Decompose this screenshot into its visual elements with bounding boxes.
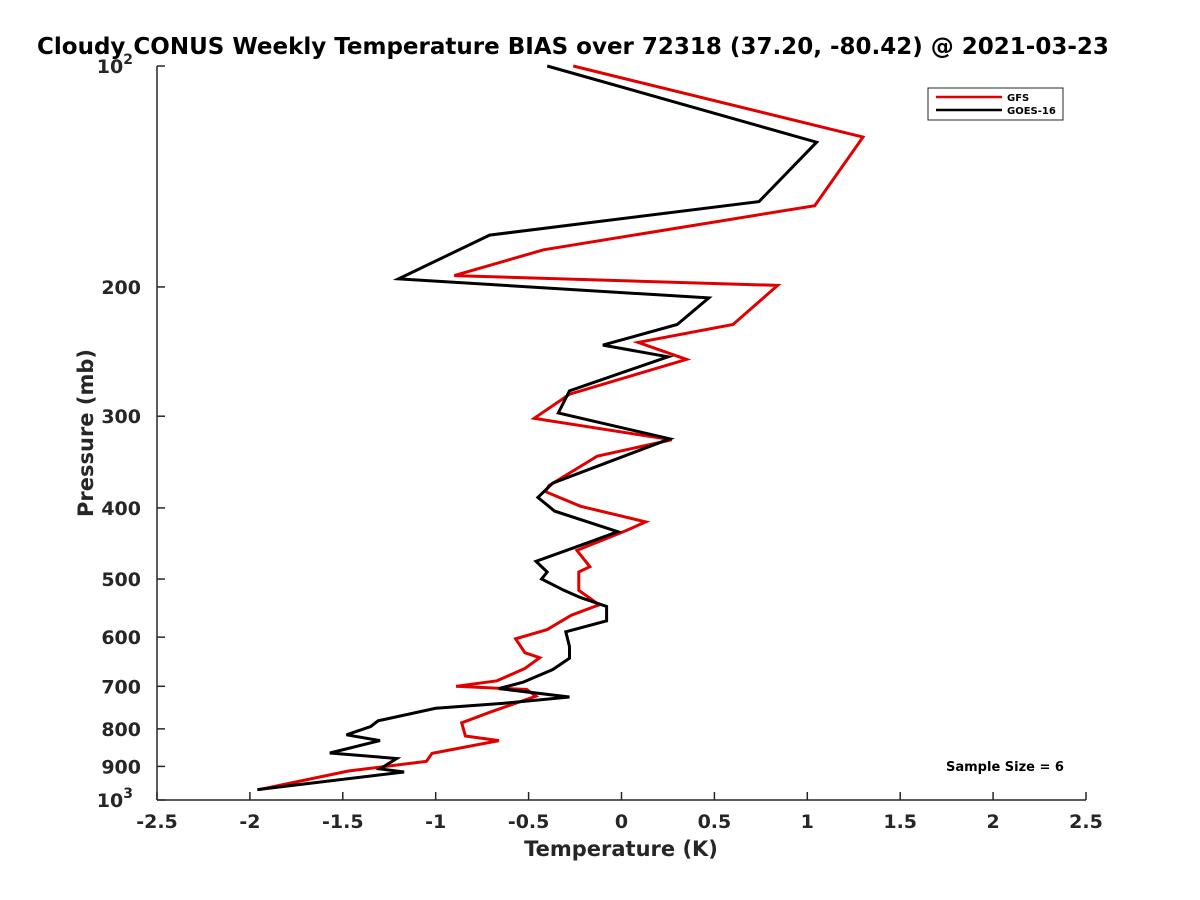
x-ticks: -2.5 -2 -1.5 -1 -0.5 0 0.5 1 1.5 2 2.5 xyxy=(136,792,1103,833)
series-layer xyxy=(257,64,866,792)
legend-label-goes16: GOES-16 xyxy=(1007,106,1056,117)
x-tick-label: 1.5 xyxy=(883,811,917,833)
x-tick-label: -1.5 xyxy=(322,811,364,833)
x-tick-label: 1 xyxy=(801,811,814,833)
y-tick-label: 500 xyxy=(101,569,141,591)
x-tick-label: 2 xyxy=(986,811,999,833)
x-tick-label: -0.5 xyxy=(508,811,550,833)
series-line-goes16 xyxy=(257,64,820,792)
x-tick-label: -2 xyxy=(239,811,260,833)
legend-label-gfs: GFS xyxy=(1007,93,1029,104)
y-tick-label: 102 xyxy=(97,52,133,78)
y-tick-label: 600 xyxy=(101,627,141,649)
y-tick-label: 700 xyxy=(101,676,141,698)
x-tick-label: -1 xyxy=(425,811,446,833)
sample-size-annotation: Sample Size = 6 xyxy=(946,760,1064,775)
y-tick-label: 800 xyxy=(101,719,141,741)
legend-box xyxy=(927,87,1064,121)
y-tick-label: 900 xyxy=(101,756,141,778)
y-ticks: 102 200 300 400 500 600 700 800 900 103 xyxy=(97,52,165,812)
x-tick-label: 0 xyxy=(615,811,628,833)
y-tick-label: 103 xyxy=(97,786,133,812)
x-tick-label: -2.5 xyxy=(136,811,178,833)
y-tick-label: 400 xyxy=(101,498,141,520)
y-axis-label: Pressure (mb) xyxy=(74,349,98,517)
series-line-gfs xyxy=(258,64,866,792)
chart-title: Cloudy CONUS Weekly Temperature BIAS ove… xyxy=(37,34,1109,60)
x-tick-label: 2.5 xyxy=(1069,811,1103,833)
y-tick-label: 300 xyxy=(101,406,141,428)
legend: GFS GOES-16 xyxy=(927,87,1064,121)
x-axis-label: Temperature (K) xyxy=(524,837,718,861)
y-tick-label: 200 xyxy=(101,277,141,299)
x-tick-label: 0.5 xyxy=(698,811,732,833)
